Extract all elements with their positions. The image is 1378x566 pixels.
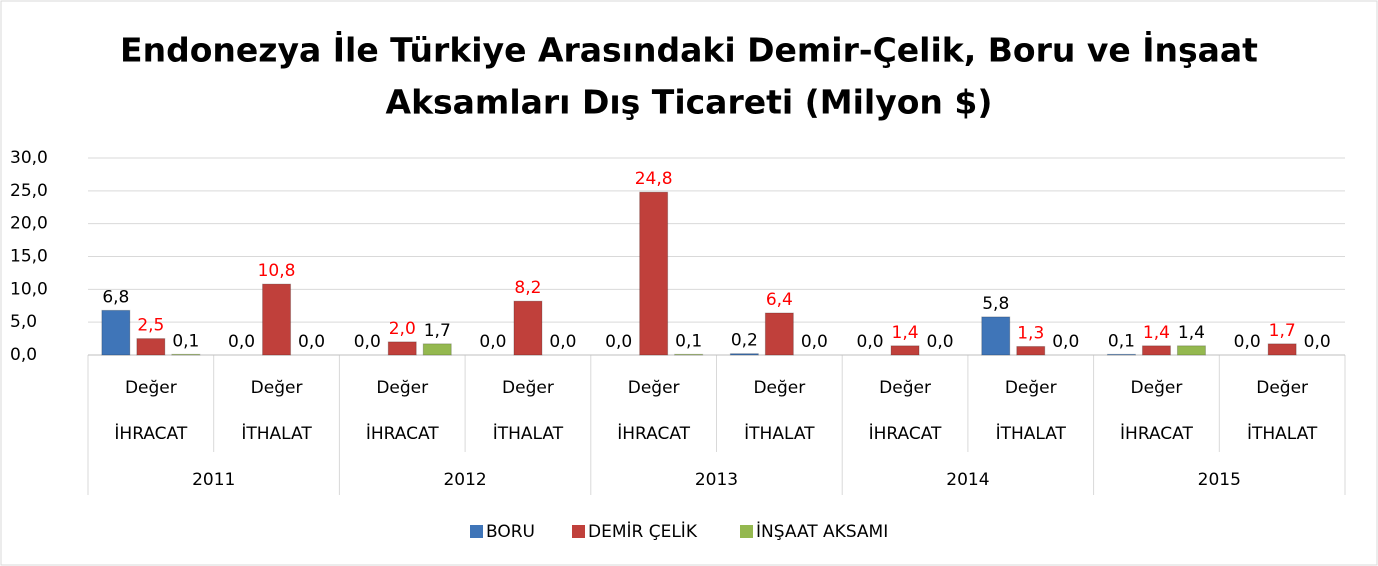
x-group-label: İTHALAT: [493, 423, 564, 444]
bar: [171, 353, 201, 356]
y-tick-label: 15,0: [10, 247, 48, 267]
value-label: 0,0: [1052, 332, 1079, 352]
value-label: 1,7: [1269, 321, 1296, 341]
y-tick-label: 5,0: [10, 312, 37, 332]
bar: [136, 338, 166, 356]
value-label: 0,0: [1234, 332, 1261, 352]
bar: [639, 191, 669, 356]
x-group-label: İHRACAT: [114, 423, 187, 444]
legend-label: İNŞAAT AKSAMI: [756, 521, 888, 542]
value-label: 24,8: [635, 169, 673, 189]
x-group-label: İTHALAT: [744, 423, 815, 444]
x-year-label: 2012: [443, 470, 486, 490]
legend-label: DEMİR ÇELİK: [588, 521, 698, 542]
chart-title: Endonezya İle Türkiye Arasındaki Demir-Ç…: [120, 30, 1258, 70]
legend-swatch: [740, 525, 753, 538]
x-year-label: 2015: [1198, 470, 1241, 490]
bar: [1176, 345, 1206, 356]
bar: [513, 300, 543, 356]
x-year-label: 2011: [192, 470, 235, 490]
value-label: 0,0: [927, 332, 954, 352]
bar: [981, 316, 1011, 356]
bar: [422, 343, 452, 356]
legend-swatch: [470, 525, 483, 538]
x-group-label: İTHALAT: [1247, 423, 1318, 444]
x-year-label: 2013: [695, 470, 738, 490]
x-group-label: İHRACAT: [617, 423, 690, 444]
y-tick-label: 0,0: [10, 345, 37, 365]
legend-label: BORU: [486, 522, 535, 542]
bar: [1141, 345, 1171, 356]
value-label: 6,8: [102, 287, 129, 307]
bar: [1106, 353, 1136, 356]
y-tick-label: 30,0: [10, 148, 48, 168]
y-tick-label: 10,0: [10, 279, 48, 299]
x-group-label: İTHALAT: [241, 423, 312, 444]
x-tick-label: Değer: [1256, 378, 1308, 398]
bar: [764, 312, 794, 356]
value-label: 1,4: [1178, 323, 1205, 343]
value-label: 0,0: [479, 332, 506, 352]
value-label: 0,0: [605, 332, 632, 352]
x-tick-label: Değer: [628, 378, 680, 398]
value-label: 0,2: [731, 331, 758, 351]
x-tick-label: Değer: [251, 378, 303, 398]
bar: [262, 283, 292, 356]
value-label: 0,0: [1304, 332, 1331, 352]
x-group-label: İHRACAT: [366, 423, 439, 444]
value-label: 0,0: [228, 332, 255, 352]
chart-title: Aksamları Dış Ticareti (Milyon $): [386, 83, 993, 122]
x-tick-label: Değer: [125, 378, 177, 398]
value-label: 0,0: [298, 332, 325, 352]
x-tick-label: Değer: [1005, 378, 1057, 398]
value-label: 0,0: [801, 332, 828, 352]
bar: [729, 353, 759, 356]
x-tick-label: Değer: [1131, 378, 1183, 398]
x-group-label: İTHALAT: [996, 423, 1067, 444]
x-group-label: İHRACAT: [1120, 423, 1193, 444]
value-label: 10,8: [258, 261, 296, 281]
value-label: 1,4: [892, 323, 919, 343]
bar: [1267, 343, 1297, 356]
value-label: 1,3: [1017, 323, 1044, 343]
value-label: 1,4: [1143, 323, 1170, 343]
value-label: 8,2: [514, 278, 541, 298]
bar: [387, 341, 417, 356]
value-label: 1,7: [424, 321, 451, 341]
value-label: 0,0: [549, 332, 576, 352]
x-year-label: 2014: [946, 470, 989, 490]
value-label: 6,4: [766, 290, 793, 310]
x-tick-label: Değer: [502, 378, 554, 398]
value-label: 0,0: [857, 332, 884, 352]
bar: [890, 345, 920, 356]
value-label: 0,0: [354, 332, 381, 352]
x-tick-label: Değer: [376, 378, 428, 398]
bar: [674, 353, 704, 356]
bar: [1016, 345, 1046, 356]
value-label: 5,8: [982, 294, 1009, 314]
x-tick-label: Değer: [753, 378, 805, 398]
value-label: 0,1: [675, 331, 702, 351]
legend-swatch: [572, 525, 585, 538]
y-tick-label: 20,0: [10, 214, 48, 234]
value-label: 0,1: [1108, 331, 1135, 351]
x-group-label: İHRACAT: [869, 423, 942, 444]
value-label: 2,0: [389, 319, 416, 339]
value-label: 0,1: [172, 331, 199, 351]
value-label: 2,5: [137, 316, 164, 336]
x-tick-label: Değer: [879, 378, 931, 398]
bar: [101, 309, 131, 356]
y-tick-label: 25,0: [10, 181, 48, 201]
